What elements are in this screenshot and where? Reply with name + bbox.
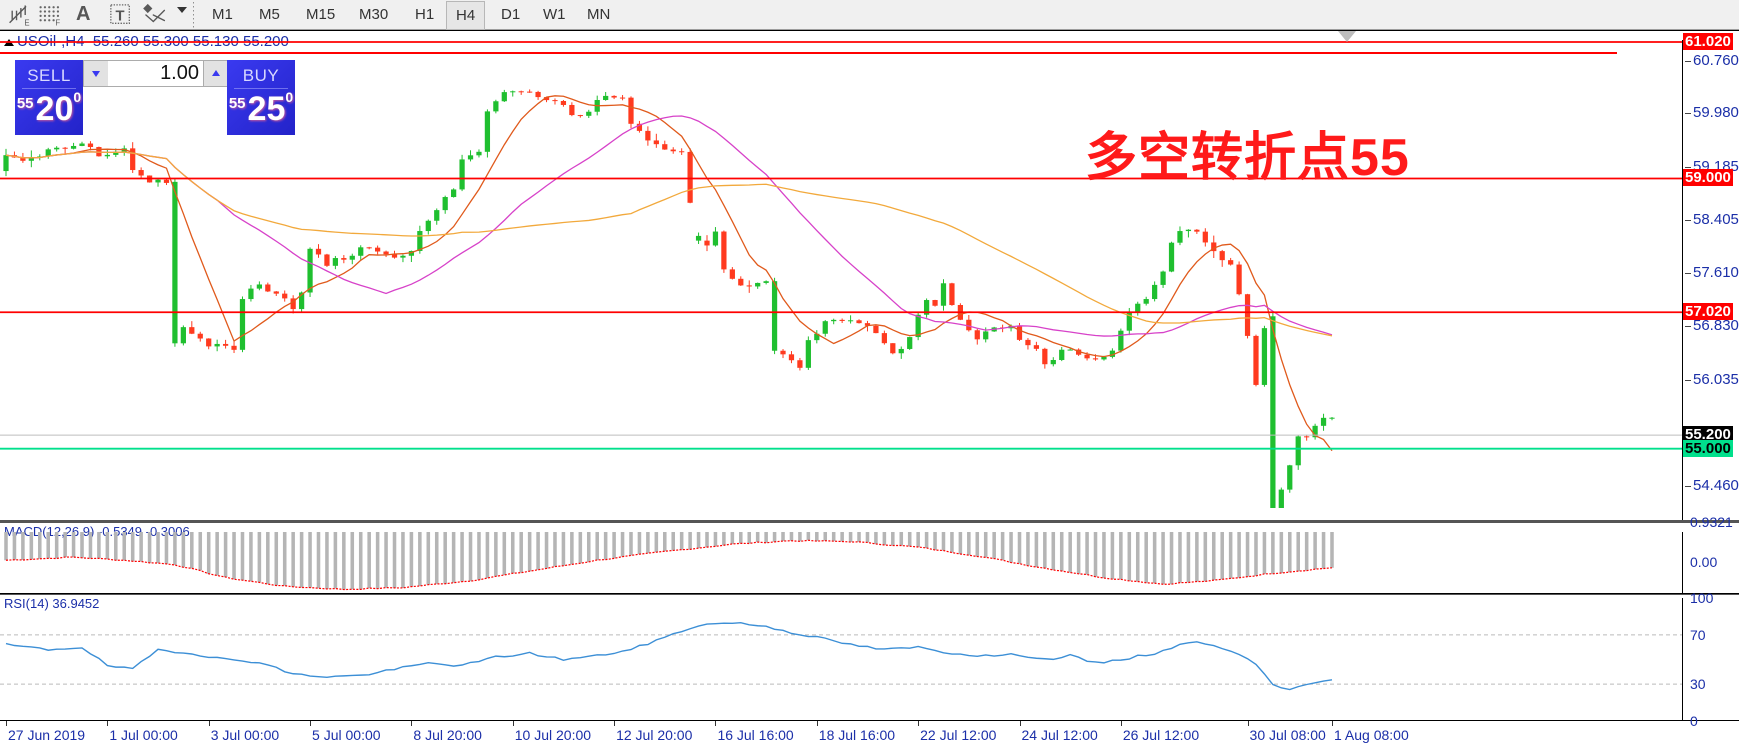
svg-text:T: T (115, 9, 124, 25)
svg-text:E: E (24, 18, 29, 27)
svg-text:F: F (55, 18, 60, 27)
